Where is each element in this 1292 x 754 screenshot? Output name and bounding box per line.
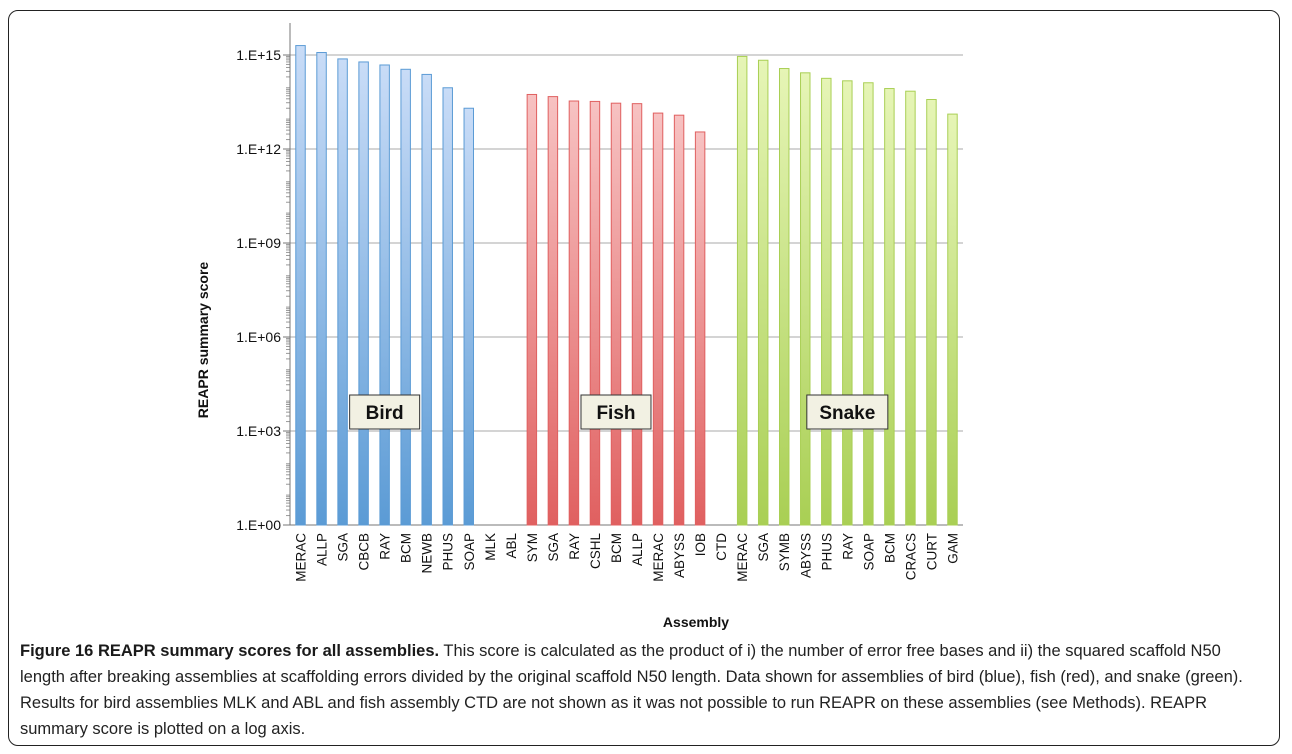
x-tick-label: MERAC — [651, 533, 666, 582]
gridlines — [290, 54, 963, 432]
bar-bird-allp — [316, 52, 327, 526]
bar-fish-bcm — [610, 102, 622, 526]
x-tick-label: SOAP — [462, 533, 477, 571]
x-tick-label: ALLP — [630, 533, 645, 566]
bar-fish-merac — [652, 112, 664, 526]
bar-snake-merac — [736, 55, 748, 526]
x-tick-label: ABYSS — [672, 533, 687, 578]
x-tick-label: MERAC — [735, 533, 750, 582]
x-tick-label: PHUS — [441, 533, 456, 571]
bar-fish-cshl — [589, 100, 601, 526]
bar-fish-allp — [631, 103, 643, 526]
x-tick-label: CURT — [924, 533, 939, 570]
bar-snake-gam — [947, 113, 958, 526]
x-axis-title: Assembly — [663, 614, 729, 630]
bar-bird-cbcb — [358, 61, 369, 526]
bar-snake-bcm — [884, 88, 895, 526]
bar-bird-merac — [295, 45, 306, 526]
group-label-fish: Fish — [596, 403, 635, 424]
bar-fish-ray — [568, 100, 580, 526]
bar-bird-sga — [337, 58, 348, 526]
bar-snake-sga — [757, 59, 769, 526]
bar-snake-abyss — [800, 72, 811, 526]
x-tick-label: BCM — [399, 533, 414, 563]
bar-snake-soap — [863, 82, 874, 526]
bar-bird-bcm — [400, 68, 411, 526]
x-tick-label: SYM — [525, 533, 540, 562]
x-tick-label: IOB — [693, 533, 708, 556]
group-labels: Bird Fish Snake — [349, 394, 889, 430]
y-axis-title: REAPR summary score — [195, 262, 211, 419]
y-tick-label: 1.E+03 — [236, 423, 281, 439]
bar-bird-ray — [379, 64, 390, 526]
x-tick-label: CSHL — [588, 533, 603, 570]
bar-snake-curt — [926, 99, 937, 526]
bar-bird-phus — [442, 87, 453, 526]
x-tick-label: BCM — [609, 533, 624, 563]
x-tick-label: CBCB — [357, 533, 372, 571]
bar-fish-sym — [526, 93, 538, 526]
x-tick-label: PHUS — [819, 533, 834, 571]
x-tick-label: RAY — [378, 533, 393, 560]
x-tick-label: RAY — [567, 533, 582, 560]
x-tick-label: ABYSS — [798, 533, 813, 578]
bar-fish-iob — [694, 131, 706, 526]
bar-bird-soap — [463, 107, 474, 526]
y-tick-label: 1.E+12 — [236, 141, 281, 157]
x-tick-label: ALLP — [315, 533, 330, 566]
group-label-bird: Bird — [366, 403, 404, 424]
group-label-snake: Snake — [819, 403, 875, 424]
caption-text: This score is calculated as the product … — [20, 642, 1243, 738]
y-tick-label: 1.E+15 — [236, 47, 281, 63]
x-tick-label: SGA — [336, 533, 351, 562]
x-tick-label: NEWB — [420, 533, 435, 574]
group-label-box — [806, 394, 889, 430]
bars — [295, 45, 958, 526]
group-label-box — [580, 394, 652, 430]
y-tick-label: 1.E+06 — [236, 329, 281, 345]
y-tick-label: 1.E+09 — [236, 235, 281, 251]
x-tick-label: SYMB — [777, 533, 792, 571]
x-tick-label: SGA — [756, 533, 771, 562]
x-tick-label: SOAP — [861, 533, 876, 571]
bar-snake-symb — [779, 68, 790, 526]
caption-title: Figure 16 REAPR summary scores for all a… — [20, 642, 440, 660]
x-tick-label: SGA — [546, 533, 561, 562]
group-label-box — [349, 394, 421, 430]
x-tick-label: BCM — [882, 533, 897, 563]
x-tick-label: RAY — [840, 533, 855, 560]
bar-fish-abyss — [673, 114, 685, 526]
x-tick-label: CTD — [714, 533, 729, 561]
x-tick-label: ABL — [504, 533, 519, 559]
bar-chart: 1.E+00 1.E+03 1.E+06 1.E+09 1.E+12 1.E+15 MER… — [195, 23, 963, 630]
x-tick-label: MERAC — [294, 533, 309, 582]
y-tick-label: 1.E+00 — [236, 517, 281, 533]
bar-bird-newb — [421, 73, 432, 526]
bar-fish-sga — [547, 96, 559, 526]
bar-snake-cracs — [905, 90, 916, 526]
x-tick-label: MLK — [483, 533, 498, 561]
figure-frame — [8, 10, 1280, 746]
figure-caption: Figure 16 REAPR summary scores for all a… — [20, 638, 1270, 742]
x-tick-labels: MERAC ALLP SGA CBCB RAY BCM NEWB PHUS SOAP MLK ABL… — [294, 533, 961, 582]
x-tick-label: CRACS — [903, 533, 918, 580]
x-tick-label: GAM — [945, 533, 960, 564]
bar-snake-phus — [821, 77, 832, 526]
bar-snake-ray — [842, 80, 853, 526]
